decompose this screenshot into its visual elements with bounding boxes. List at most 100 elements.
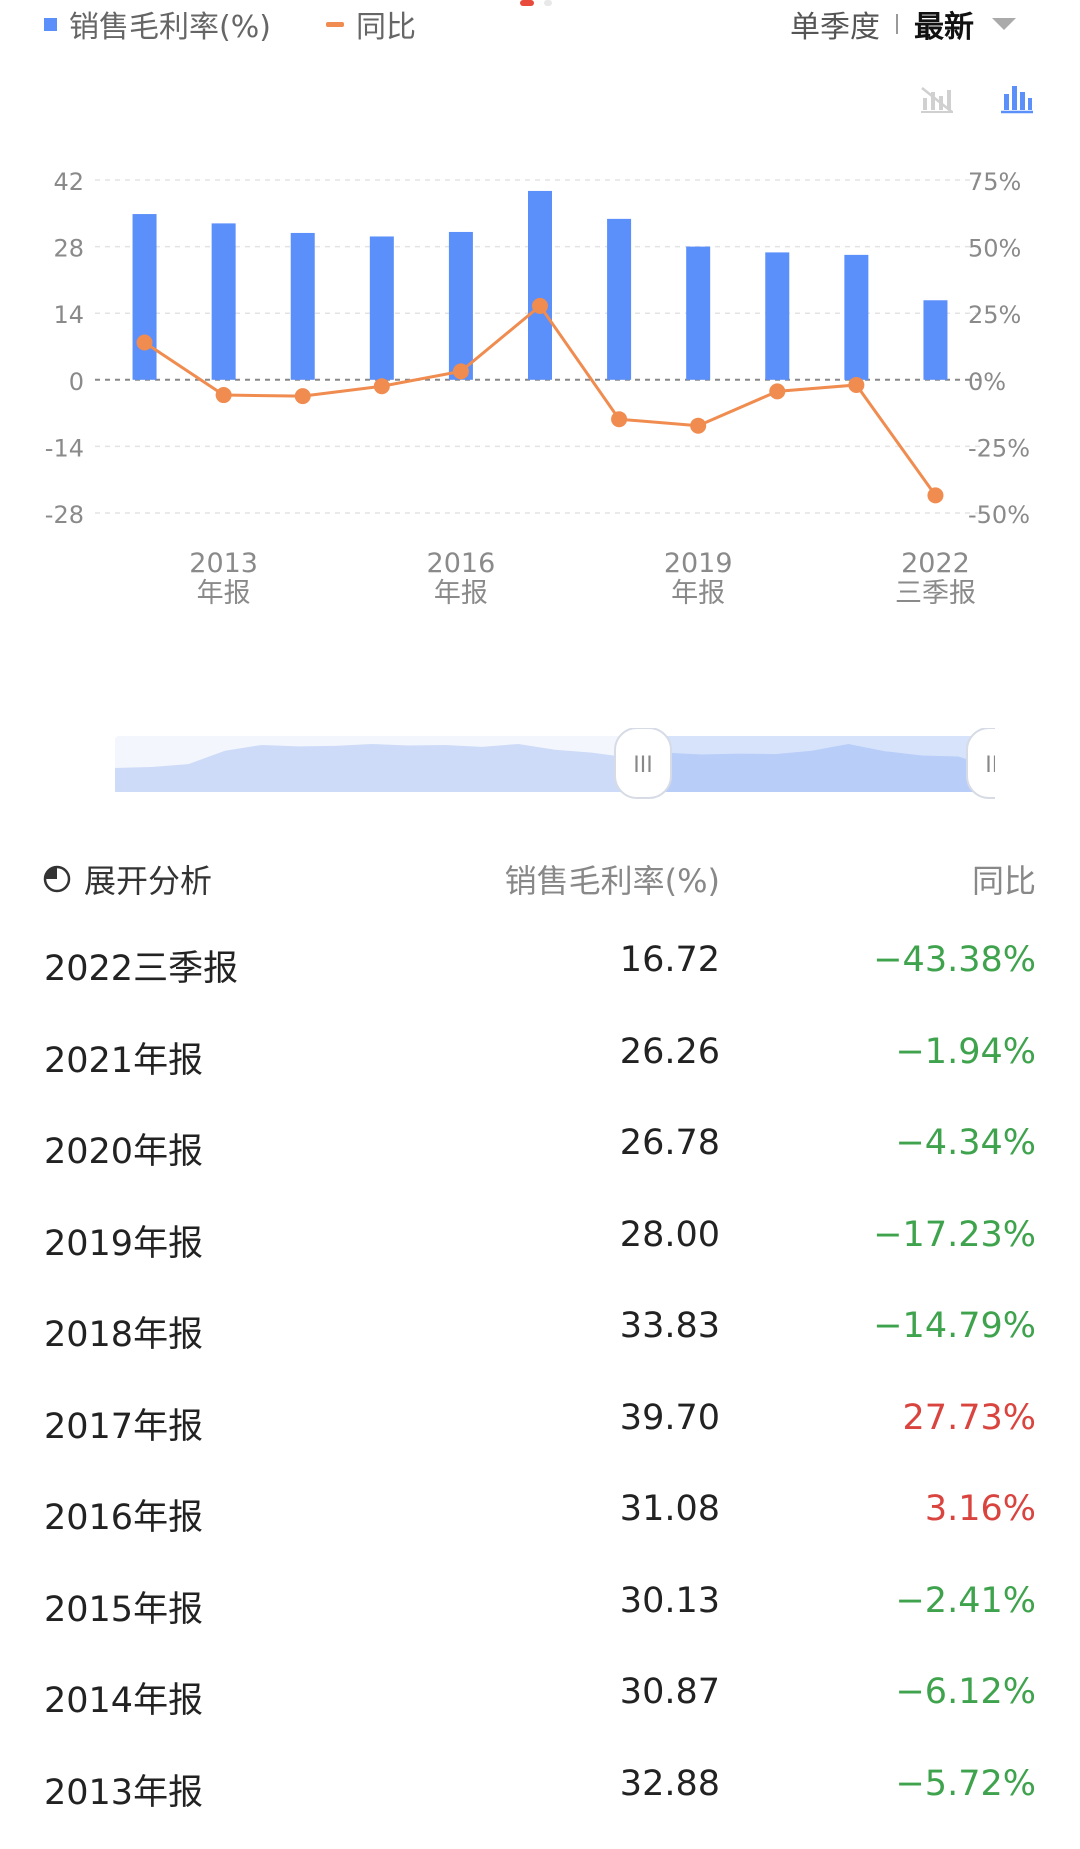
expand-analysis-label: 展开分析: [84, 856, 212, 902]
right-axis-tick-label: 0%: [968, 368, 1006, 396]
row-period: 2013年报: [44, 1764, 203, 1815]
row-yoy: 27.73%: [903, 1398, 1036, 1438]
row-period: 2017年报: [44, 1398, 203, 1449]
top-bar: 销售毛利率(%) 同比 单季度 最新: [0, 0, 1080, 50]
bar-2012年报[interactable]: [133, 214, 157, 380]
page-dot-active: [520, 0, 534, 6]
yoy-point-2014年报[interactable]: [295, 388, 311, 404]
yoy-point-2016年报[interactable]: [453, 363, 469, 379]
yoy-point-2020年报[interactable]: [769, 383, 785, 399]
left-axis-tick-label: 14: [53, 301, 84, 329]
yoy-point-2013年报[interactable]: [216, 387, 232, 403]
row-yoy: −2.41%: [895, 1581, 1036, 1621]
row-yoy: −1.94%: [895, 1032, 1036, 1072]
left-axis-tick-label: -28: [45, 501, 84, 529]
row-yoy: 3.16%: [925, 1489, 1036, 1529]
x-tick-label-type: 年报: [434, 578, 488, 609]
row-yoy: −4.34%: [895, 1123, 1036, 1163]
row-value: 30.87: [620, 1672, 720, 1712]
table-row[interactable]: 2016年报 31.08 3.16%: [0, 1483, 1080, 1575]
period-option-latest[interactable]: 最新: [914, 2, 974, 46]
row-period: 2020年报: [44, 1123, 203, 1174]
page-indicator: [520, 0, 552, 6]
yoy-point-2021年报[interactable]: [848, 377, 864, 393]
row-yoy: −17.23%: [873, 1215, 1036, 1255]
right-axis-tick-label: -25%: [968, 434, 1030, 462]
bar-2021年报[interactable]: [844, 255, 868, 380]
row-value: 26.78: [620, 1123, 720, 1163]
row-period: 2022三季报: [44, 940, 238, 991]
yoy-point-2017年报[interactable]: [532, 298, 548, 314]
legend-line-swatch: [326, 22, 344, 27]
table-row[interactable]: 2014年报 30.87 −6.12%: [0, 1666, 1080, 1758]
x-tick-label-type: 年报: [197, 578, 251, 609]
table-row[interactable]: 2020年报 26.78 −4.34%: [0, 1117, 1080, 1209]
row-value: 39.70: [620, 1398, 720, 1438]
bar-2018年报[interactable]: [607, 219, 631, 380]
table-row[interactable]: 2018年报 33.83 −14.79%: [0, 1300, 1080, 1392]
bar-2020年报[interactable]: [765, 252, 789, 379]
table-row[interactable]: 2022三季报 16.72 −43.38%: [0, 934, 1080, 1026]
bar-chart-icon[interactable]: [1000, 84, 1034, 118]
row-value: 16.72: [620, 940, 720, 980]
period-option-quarter[interactable]: 单季度: [790, 2, 880, 46]
left-axis-tick-label: -14: [45, 434, 84, 462]
row-value: 31.08: [620, 1489, 720, 1529]
legend-bar-swatch: [44, 18, 57, 31]
range-slider[interactable]: III III: [115, 728, 995, 800]
analysis-table: 2022三季报 16.72 −43.38% 2021年报 26.26 −1.94% 2020…: [0, 934, 1080, 1849]
bar-2015年报[interactable]: [370, 236, 394, 379]
chevron-down-icon[interactable]: [992, 18, 1016, 30]
row-period: 2018年报: [44, 1306, 203, 1357]
row-yoy: −6.12%: [895, 1672, 1036, 1712]
x-tick-label-year: 2022: [901, 548, 970, 579]
legend-line-label: 同比: [356, 2, 416, 46]
line-off-icon[interactable]: [920, 84, 954, 118]
left-axis-tick-label: 28: [53, 235, 84, 263]
row-value: 26.26: [620, 1032, 720, 1072]
bar-2013年报[interactable]: [212, 223, 236, 379]
legend-bar-series[interactable]: 销售毛利率(%): [44, 2, 271, 46]
yoy-point-2022三季报[interactable]: [927, 487, 943, 503]
table-row[interactable]: 2021年报 26.26 −1.94%: [0, 1026, 1080, 1118]
bar-2016年报[interactable]: [449, 232, 473, 380]
bar-2014年报[interactable]: [291, 233, 315, 380]
row-yoy: −14.79%: [873, 1306, 1036, 1346]
column-header-value: 销售毛利率(%): [505, 856, 720, 902]
handle-grip-icon: III: [985, 753, 995, 778]
handle-grip-icon: III: [633, 753, 652, 778]
yoy-point-2015年报[interactable]: [374, 378, 390, 394]
row-period: 2021年报: [44, 1032, 203, 1083]
bar-2017年报[interactable]: [528, 191, 552, 380]
row-period: 2016年报: [44, 1489, 203, 1540]
bar-2022三季报[interactable]: [923, 300, 947, 380]
row-value: 33.83: [620, 1306, 720, 1346]
row-period: 2015年报: [44, 1581, 203, 1632]
x-tick-label-year: 2016: [427, 548, 496, 579]
row-value: 28.00: [620, 1215, 720, 1255]
row-value: 32.88: [620, 1764, 720, 1804]
x-tick-label-type: 三季报: [895, 578, 976, 609]
column-header-yoy: 同比: [972, 856, 1036, 902]
yoy-point-2012年报[interactable]: [137, 335, 153, 351]
expand-analysis-toggle[interactable]: 展开分析: [42, 856, 212, 902]
pie-chart-icon: [42, 864, 72, 894]
period-selector: 单季度 最新: [790, 2, 1016, 46]
legend-line-series[interactable]: 同比: [326, 2, 416, 46]
selected-range[interactable]: [643, 736, 995, 792]
analysis-header: 展开分析 销售毛利率(%) 同比: [0, 848, 1080, 908]
row-yoy: −43.38%: [873, 940, 1036, 980]
yoy-point-2018年报[interactable]: [611, 411, 627, 427]
table-row[interactable]: 2017年报 39.70 27.73%: [0, 1392, 1080, 1484]
right-axis-tick-label: 50%: [968, 235, 1021, 263]
bar-2019年报[interactable]: [686, 247, 710, 380]
row-yoy: −5.72%: [895, 1764, 1036, 1804]
right-axis-tick-label: 75%: [968, 168, 1021, 196]
table-row[interactable]: 2013年报 32.88 −5.72%: [0, 1758, 1080, 1849]
yoy-point-2019年报[interactable]: [690, 418, 706, 434]
row-period: 2014年报: [44, 1672, 203, 1723]
page-dot: [544, 0, 552, 6]
